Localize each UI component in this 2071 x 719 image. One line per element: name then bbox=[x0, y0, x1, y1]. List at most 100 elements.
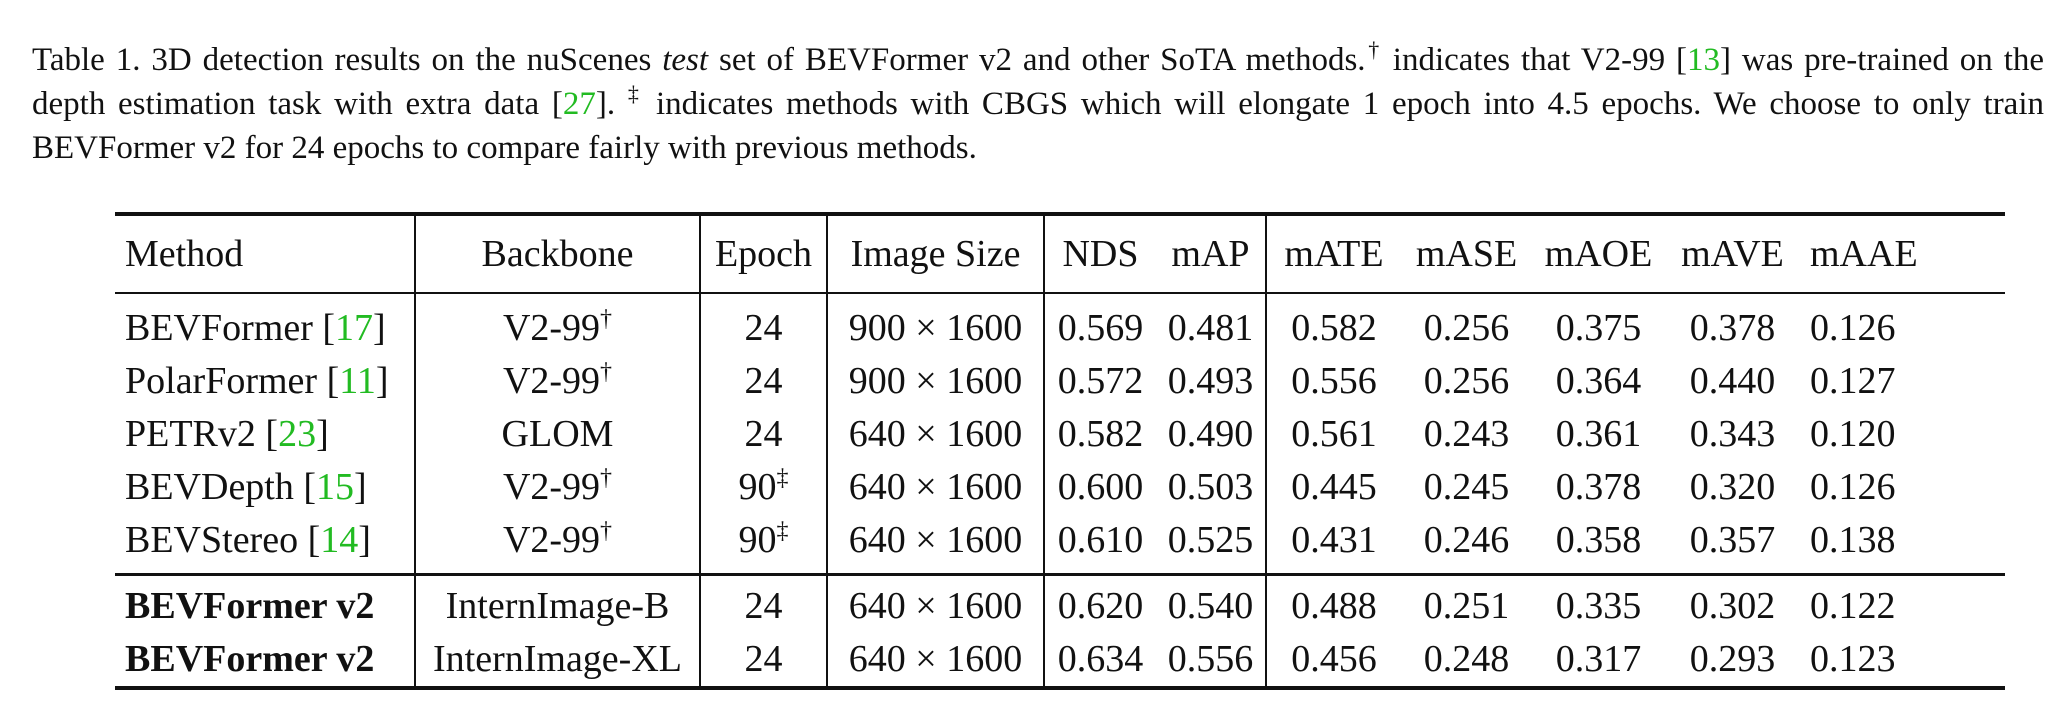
citation-link[interactable]: 27 bbox=[562, 86, 596, 122]
map-cell: 0.525 bbox=[1156, 514, 1266, 576]
epoch-cell: 24 bbox=[699, 355, 827, 408]
citation-link[interactable]: 13 bbox=[1687, 42, 1720, 78]
method-name: BEVFormer bbox=[125, 307, 313, 349]
mate-cell: 0.456 bbox=[1265, 633, 1401, 688]
header-nds: NDS bbox=[1043, 214, 1156, 294]
maoe-cell: 0.378 bbox=[1555, 466, 1642, 508]
epoch-cell: 24 bbox=[699, 574, 827, 633]
nds-cell: 0.569 bbox=[1043, 293, 1156, 355]
image-size-cell: 900 × 1600 bbox=[826, 293, 1044, 355]
double-dagger-mark: ‡ bbox=[627, 81, 644, 106]
backbone-cell: V2-99† bbox=[414, 293, 700, 355]
backbone-name: V2-99 bbox=[502, 360, 601, 402]
maoe-cell: 0.364 bbox=[1555, 360, 1642, 402]
mave-cell: 0.293 bbox=[1689, 638, 1776, 680]
header-row: Method Backbone Epoch Image Size NDS mAP… bbox=[115, 214, 2005, 294]
backbone-cell: V2-99† bbox=[414, 355, 700, 408]
backbone-name: V2-99 bbox=[502, 307, 601, 349]
nds-cell: 0.572 bbox=[1043, 355, 1156, 408]
map-cell: 0.540 bbox=[1167, 585, 1254, 627]
header-mase: mASE bbox=[1401, 214, 1532, 294]
caption-text: ]. bbox=[595, 86, 628, 122]
image-size-cell: 640 × 1600 bbox=[826, 574, 1044, 633]
header-mave: mAVE bbox=[1665, 214, 1800, 294]
mave-cell: 0.302 bbox=[1689, 585, 1776, 627]
caption-text: set of BEVFormer v2 and other SoTA metho… bbox=[708, 42, 1366, 78]
map-cell: 0.556 bbox=[1167, 638, 1254, 680]
table-row: PolarFormer [11] V2-99† 24 900 × 1600 0.572 0… bbox=[115, 355, 2005, 408]
epoch-value: 24 bbox=[744, 413, 783, 455]
epoch-value: 24 bbox=[744, 307, 783, 349]
maae-cell: 0.123 bbox=[1810, 638, 1896, 680]
citation-link[interactable]: 17 bbox=[335, 307, 374, 349]
backbone-cell: V2-99† bbox=[414, 514, 700, 576]
nds-cell: 0.600 bbox=[1043, 461, 1156, 514]
citation-link[interactable]: 11 bbox=[339, 360, 376, 402]
table-row: BEVFormer v2 InternImage-B 24 640 × 1600 0.6… bbox=[115, 574, 2005, 633]
method-cell: BEVStereo [14] bbox=[115, 514, 415, 576]
maae-cell: 0.126 bbox=[1810, 307, 1896, 349]
caption-text: ] was pre-trained on the depth estimatio… bbox=[32, 42, 2045, 122]
maoe-cell: 0.375 bbox=[1555, 307, 1642, 349]
backbone-cell: InternImage-XL bbox=[414, 633, 700, 688]
image-size-cell: 900 × 1600 bbox=[826, 355, 1044, 408]
maae-cell: 0.122 bbox=[1810, 585, 1896, 627]
map-cell: 0.490 bbox=[1167, 413, 1254, 455]
mate-cell: 0.445 bbox=[1265, 461, 1401, 514]
mase-cell: 0.246 bbox=[1401, 514, 1532, 576]
nds-cell: 0.634 bbox=[1043, 633, 1156, 688]
backbone-name: V2-99 bbox=[502, 466, 601, 508]
method-name: BEVDepth bbox=[125, 466, 294, 508]
map-cell: 0.481 bbox=[1167, 307, 1254, 349]
mase-cell: 0.251 bbox=[1423, 585, 1510, 627]
epoch-cell: 24 bbox=[699, 408, 827, 461]
nds-cell: 0.620 bbox=[1043, 574, 1156, 633]
method-name: BEVStereo bbox=[125, 519, 299, 561]
citation-link[interactable]: 23 bbox=[278, 413, 317, 455]
method-cell: BEVFormer v2 bbox=[125, 638, 375, 680]
our-methods-group: BEVFormer v2 InternImage-B 24 640 × 1600 0.6… bbox=[115, 574, 2005, 688]
nds-cell: 0.582 bbox=[1043, 408, 1156, 461]
citation-link[interactable]: 14 bbox=[320, 519, 359, 561]
maae-cell: 0.138 bbox=[1800, 514, 2005, 576]
table-row: BEVFormer v2 InternImage-XL 24 640 × 1600 0.… bbox=[115, 633, 2005, 688]
method-cell: BEVFormer v2 bbox=[125, 585, 375, 627]
epoch-value: 90 bbox=[738, 466, 777, 508]
citation-link[interactable]: 15 bbox=[316, 466, 355, 508]
mase-cell: 0.256 bbox=[1423, 360, 1510, 402]
method-cell: BEVDepth [15] bbox=[125, 466, 367, 508]
method-name: PETRv2 bbox=[125, 413, 256, 455]
dagger-mark: † bbox=[600, 465, 613, 491]
epoch-cell: 90‡ bbox=[699, 514, 827, 576]
maae-cell: 0.126 bbox=[1810, 466, 1896, 508]
caption-text: indicates that V2-99 [ bbox=[1381, 42, 1687, 78]
double-dagger-mark: ‡ bbox=[776, 465, 789, 491]
dagger-mark: † bbox=[600, 306, 613, 332]
mate-cell: 0.582 bbox=[1265, 293, 1401, 355]
header-mate: mATE bbox=[1265, 214, 1401, 294]
results-table-container: Method Backbone Epoch Image Size NDS mAP… bbox=[115, 212, 2005, 690]
maoe-cell: 0.361 bbox=[1555, 413, 1642, 455]
map-cell: 0.503 bbox=[1167, 466, 1254, 508]
image-size-cell: 640 × 1600 bbox=[826, 461, 1044, 514]
mase-cell: 0.256 bbox=[1423, 307, 1510, 349]
backbone-cell: GLOM bbox=[414, 408, 700, 461]
header-epoch: Epoch bbox=[699, 214, 827, 294]
mave-cell: 0.378 bbox=[1689, 307, 1776, 349]
epoch-cell: 90‡ bbox=[699, 461, 827, 514]
method-cell: BEVFormer [17] bbox=[125, 307, 386, 349]
mase-cell: 0.248 bbox=[1423, 638, 1510, 680]
table-row: BEVFormer [17] V2-99† 24 900 × 1600 0.569 0.4… bbox=[115, 293, 2005, 355]
epoch-value: 90 bbox=[738, 519, 777, 561]
caption-label: Table 1. bbox=[32, 42, 141, 78]
map-cell: 0.493 bbox=[1167, 360, 1254, 402]
epoch-cell: 24 bbox=[699, 293, 827, 355]
header-maoe: mAOE bbox=[1532, 214, 1665, 294]
header-method: Method bbox=[115, 214, 415, 294]
nds-cell: 0.610 bbox=[1043, 514, 1156, 576]
dagger-mark: † bbox=[600, 518, 613, 544]
table-row: BEVStereo [14] V2-99† 90‡ 640 × 1600 0.610 0.… bbox=[115, 514, 2005, 576]
table-caption: Table 1. 3D detection results on the nuS… bbox=[32, 38, 2044, 170]
results-table: Method Backbone Epoch Image Size NDS mAP… bbox=[115, 212, 2005, 690]
backbone-cell: V2-99† bbox=[414, 461, 700, 514]
